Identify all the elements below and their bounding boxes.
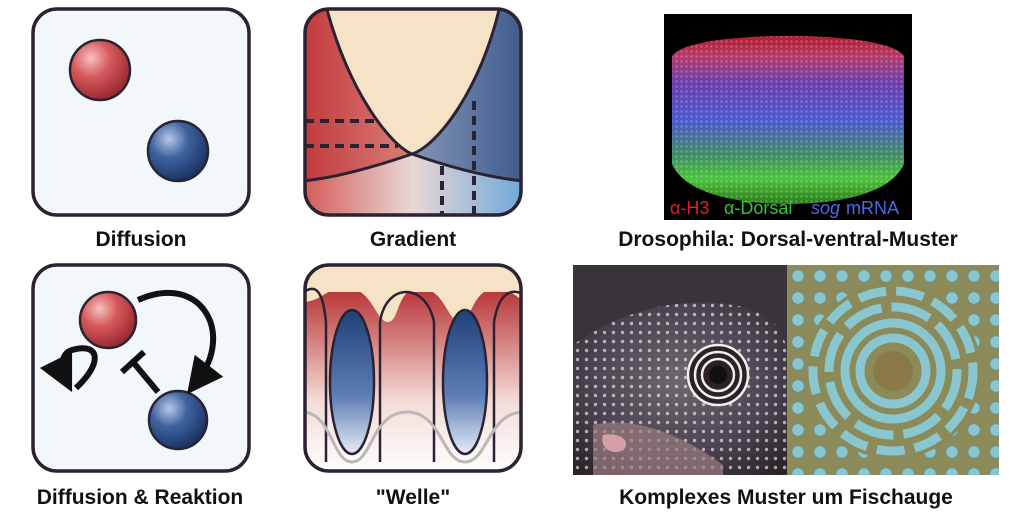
legend-sog: sog <box>811 198 840 218</box>
fish-eye-icon <box>686 343 750 407</box>
activator-molecule-icon <box>78 290 138 350</box>
caption-fish: Komplexes Muster um Fischauge <box>619 486 953 509</box>
diffusion-panel <box>31 7 251 217</box>
caption-diffusion: Diffusion <box>95 228 187 251</box>
gradient-panel <box>303 7 523 217</box>
inhibition-icon <box>119 349 161 394</box>
legend-mrna: mRNA <box>846 198 899 218</box>
caption-wave: "Welle" <box>375 486 451 509</box>
inhibitor-molecule-icon <box>147 389 209 451</box>
blue-molecule-icon <box>146 119 210 183</box>
caption-reaction: Diffusion & Reaktion <box>36 486 244 509</box>
pufferfish-photo-icon <box>573 265 787 475</box>
caption-drosophila: Drosophila: Dorsal-ventral-Muster <box>618 228 958 251</box>
caption-gradient: Gradient <box>369 228 457 251</box>
activation-arrow-icon <box>136 289 224 395</box>
legend-dorsal: α-Dorsal <box>724 198 792 218</box>
turing-pattern-icon <box>787 265 999 475</box>
wave-panel <box>303 263 523 473</box>
embryo-image: α-H3 α-Dorsal sog mRNA <box>664 14 912 220</box>
legend-h3: α-H3 <box>670 198 709 218</box>
reaction-panel <box>31 263 251 473</box>
red-molecule-icon <box>68 38 132 102</box>
self-activation-arrow-icon <box>39 345 98 393</box>
